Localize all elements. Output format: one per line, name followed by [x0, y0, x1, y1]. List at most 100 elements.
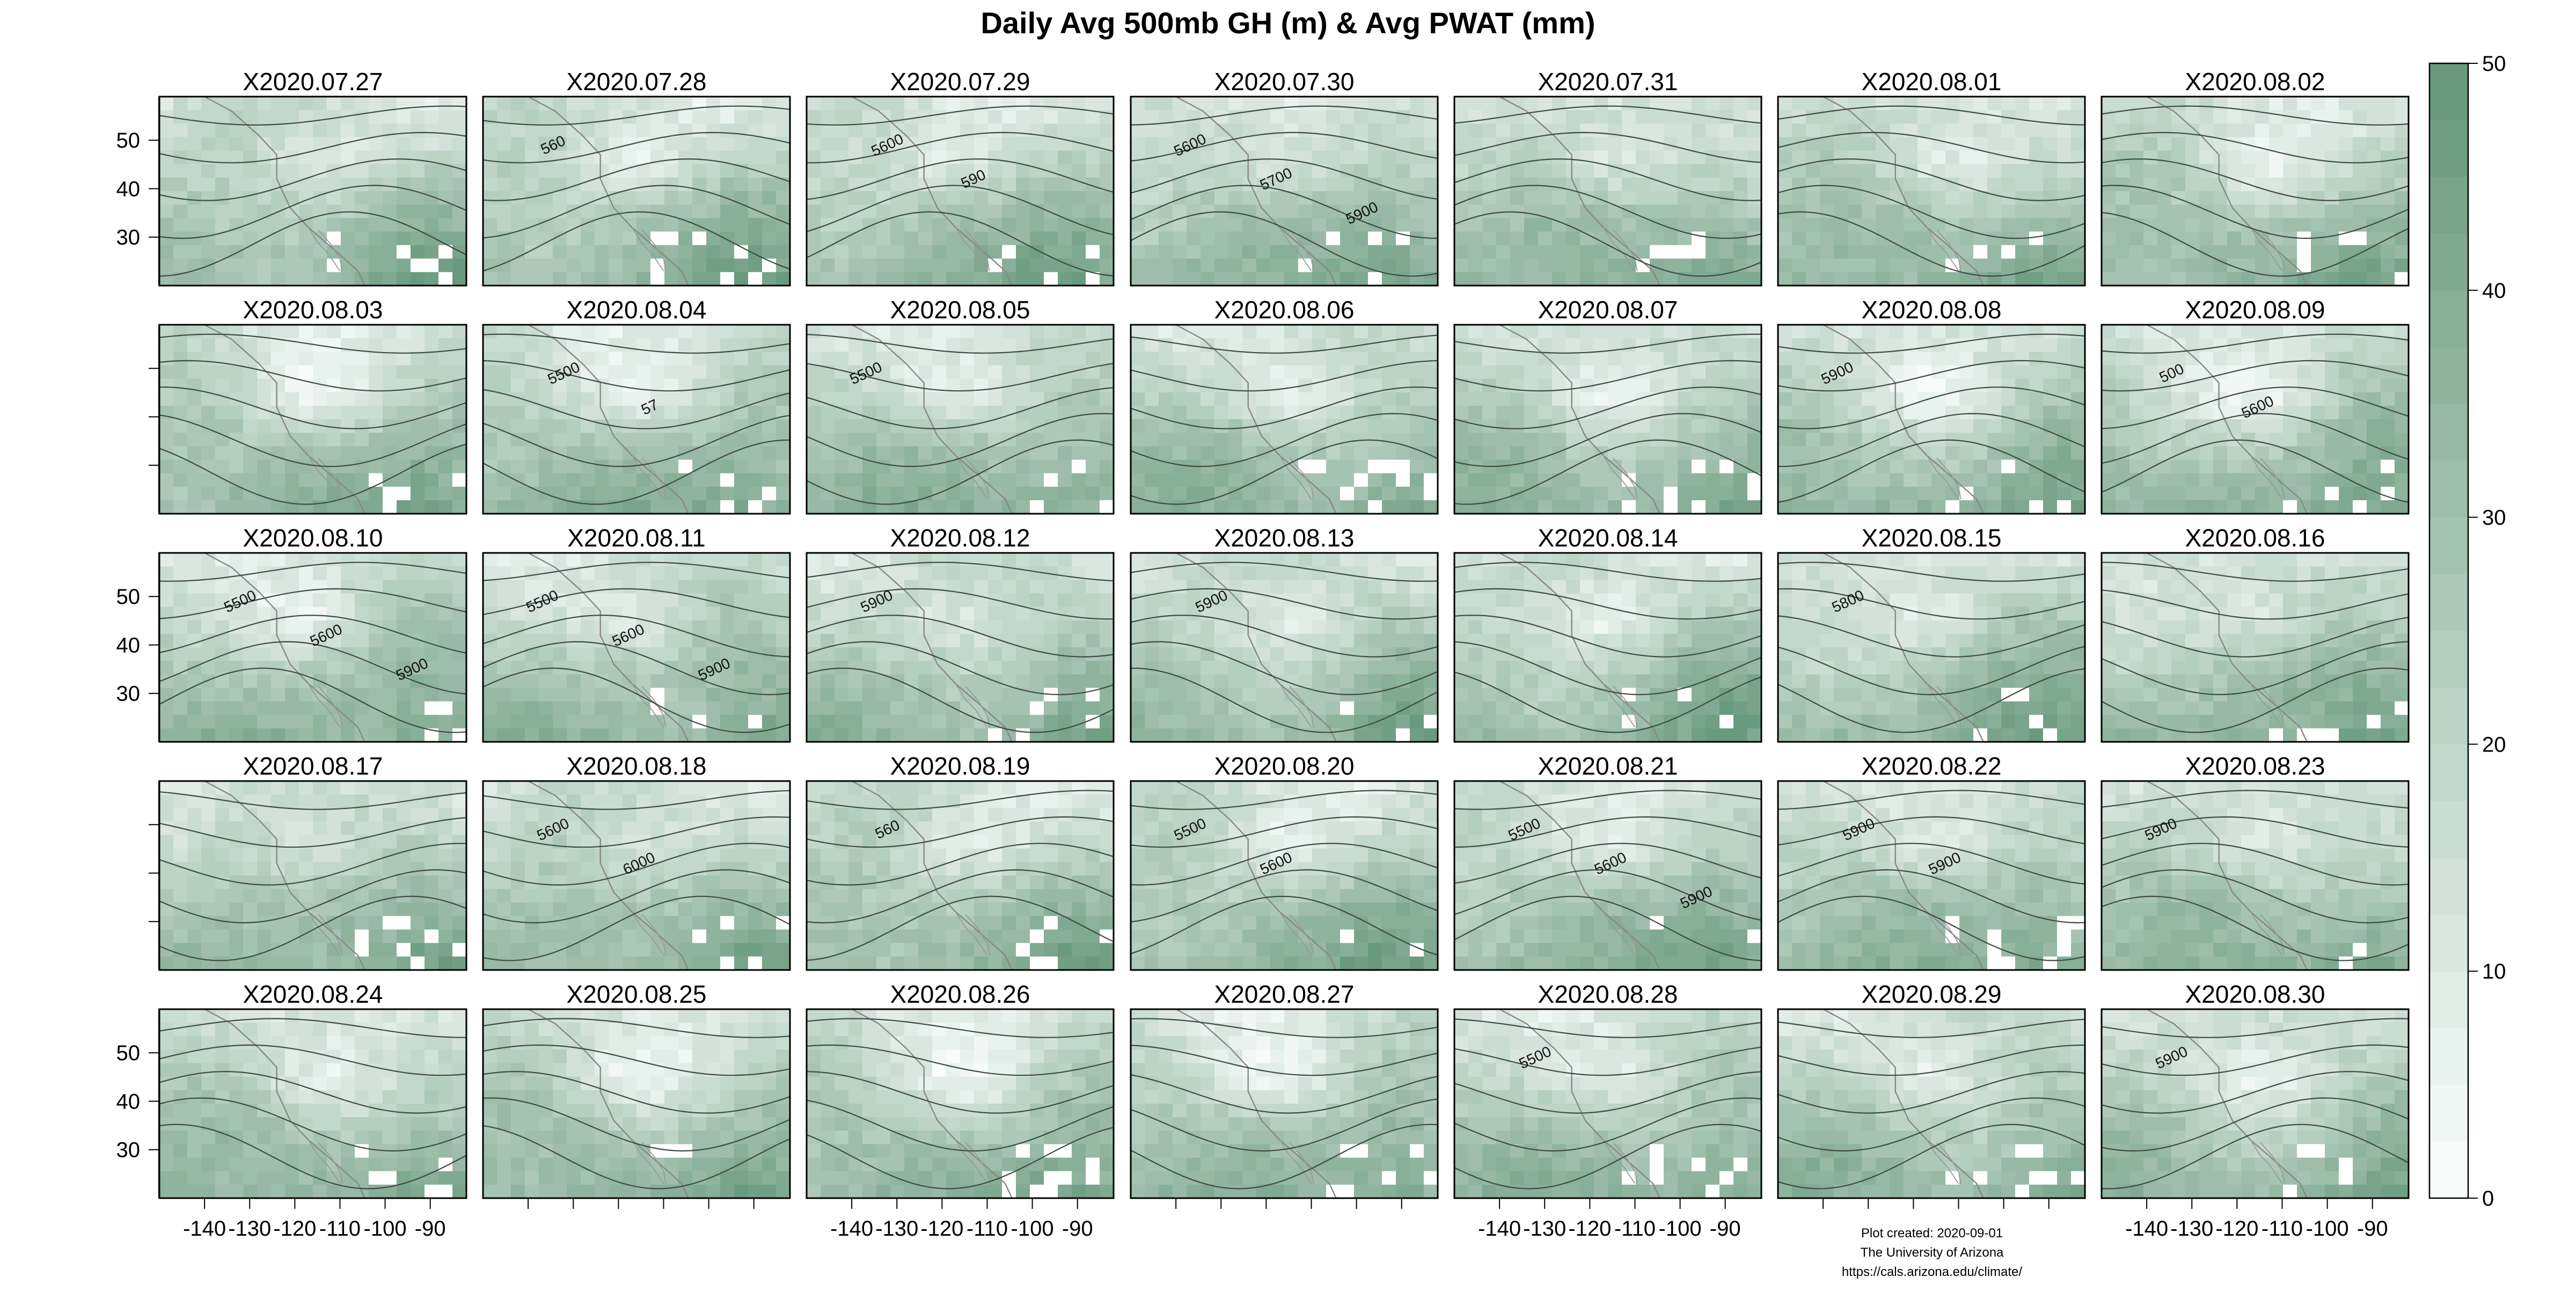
pwat-cell	[2353, 245, 2367, 259]
pwat-cell	[1959, 231, 1974, 245]
pwat-cell	[2241, 151, 2256, 165]
pwat-cell	[650, 164, 665, 178]
pwat-cell	[807, 272, 821, 286]
pwat-cell	[1298, 272, 1313, 286]
pwat-cell	[497, 191, 511, 205]
pwat-cell	[1931, 419, 1946, 433]
pwat-cell	[692, 500, 707, 514]
pwat-cell	[876, 245, 891, 259]
pwat-cell	[271, 473, 286, 487]
pwat-cell	[452, 702, 467, 716]
pwat-cell	[1524, 392, 1539, 406]
pwat-cell	[299, 433, 313, 447]
pwat-cell	[2185, 500, 2200, 514]
pwat-cell	[411, 97, 425, 111]
pwat-cell	[2213, 272, 2228, 286]
pwat-cell	[1016, 272, 1030, 286]
pwat-cell	[1044, 151, 1058, 165]
pwat-cell	[1636, 419, 1650, 433]
pwat-cell	[1100, 473, 1114, 487]
pwat-cell	[2029, 151, 2044, 165]
pwat-cell	[2185, 218, 2200, 232]
pwat-cell	[229, 487, 244, 501]
pwat-cell	[1890, 110, 1904, 124]
pwat-cell	[1468, 325, 1483, 339]
pwat-cell	[525, 459, 539, 473]
pwat-cell	[1904, 97, 1918, 111]
pwat-cell	[159, 352, 174, 366]
pwat-cell	[762, 218, 777, 232]
pwat-cell	[327, 272, 341, 286]
pwat-cell	[1552, 245, 1567, 259]
pwat-cell	[1580, 487, 1594, 501]
pwat-cell	[1959, 325, 1974, 339]
pwat-cell	[1396, 446, 1410, 460]
pwat-cell	[567, 433, 581, 447]
pwat-cell	[201, 621, 216, 634]
pwat-cell	[2269, 459, 2284, 473]
pwat-cell	[1131, 352, 1145, 366]
pwat-cell	[539, 688, 553, 702]
pwat-cell	[904, 406, 919, 420]
pwat-cell	[173, 607, 188, 621]
pwat-cell	[835, 259, 849, 273]
pwat-cell	[425, 164, 439, 178]
pwat-cell	[807, 338, 821, 352]
pwat-cell	[1410, 392, 1424, 406]
pwat-cell	[2325, 231, 2339, 245]
pwat-cell	[1552, 272, 1567, 286]
pwat-cell	[960, 259, 975, 273]
pwat-cell	[1890, 259, 1904, 273]
pwat-cell	[2185, 178, 2200, 192]
pwat-cell	[2143, 191, 2158, 205]
pwat-cell	[2367, 191, 2381, 205]
pwat-cell	[525, 419, 539, 433]
pwat-cell	[341, 406, 355, 420]
pwat-cell	[2395, 259, 2409, 273]
pwat-cell	[2043, 338, 2058, 352]
pwat-cell	[2381, 137, 2395, 151]
pwat-cell	[1496, 379, 1511, 393]
pwat-cell	[1354, 419, 1368, 433]
pwat-cell	[807, 325, 821, 339]
pwat-cell	[483, 338, 497, 352]
pwat-cell	[1214, 218, 1229, 232]
pwat-cell	[313, 446, 327, 460]
pwat-cell	[2001, 259, 2016, 273]
pwat-cell	[2071, 473, 2085, 487]
pwat-cell	[2043, 245, 2058, 259]
pwat-cell	[1340, 473, 1355, 487]
pwat-cell	[1242, 231, 1257, 245]
pwat-cell	[678, 205, 693, 218]
pwat-cell	[1650, 231, 1664, 245]
pwat-cell	[483, 566, 497, 580]
pwat-cell	[1326, 218, 1341, 232]
pwat-cell	[553, 566, 567, 580]
pwat-cell	[1410, 433, 1424, 447]
pwat-cell	[1100, 459, 1114, 473]
pwat-cell	[1747, 191, 1762, 205]
pwat-cell	[2029, 272, 2044, 286]
pwat-cell	[1270, 500, 1285, 514]
pwat-cell	[438, 218, 453, 232]
pwat-cell	[1510, 365, 1525, 379]
pwat-cell	[2367, 419, 2381, 433]
pwat-cell	[497, 97, 511, 111]
pwat-cell	[369, 392, 383, 406]
pwat-cell	[821, 338, 835, 352]
pwat-cell	[2241, 205, 2256, 218]
pwat-cell	[734, 419, 749, 433]
pwat-cell	[960, 352, 975, 366]
pwat-cell	[720, 487, 735, 501]
pwat-cell	[1044, 379, 1058, 393]
pwat-cell	[821, 97, 835, 111]
pwat-cell	[1454, 259, 1469, 273]
pwat-cell	[1482, 272, 1497, 286]
pwat-cell	[1100, 392, 1114, 406]
pwat-cell	[2325, 406, 2339, 420]
pwat-cell	[411, 338, 425, 352]
pwat-cell	[187, 205, 202, 218]
pwat-cell	[1792, 500, 1806, 514]
pwat-cell	[2199, 205, 2214, 218]
pwat-cell	[483, 473, 497, 487]
